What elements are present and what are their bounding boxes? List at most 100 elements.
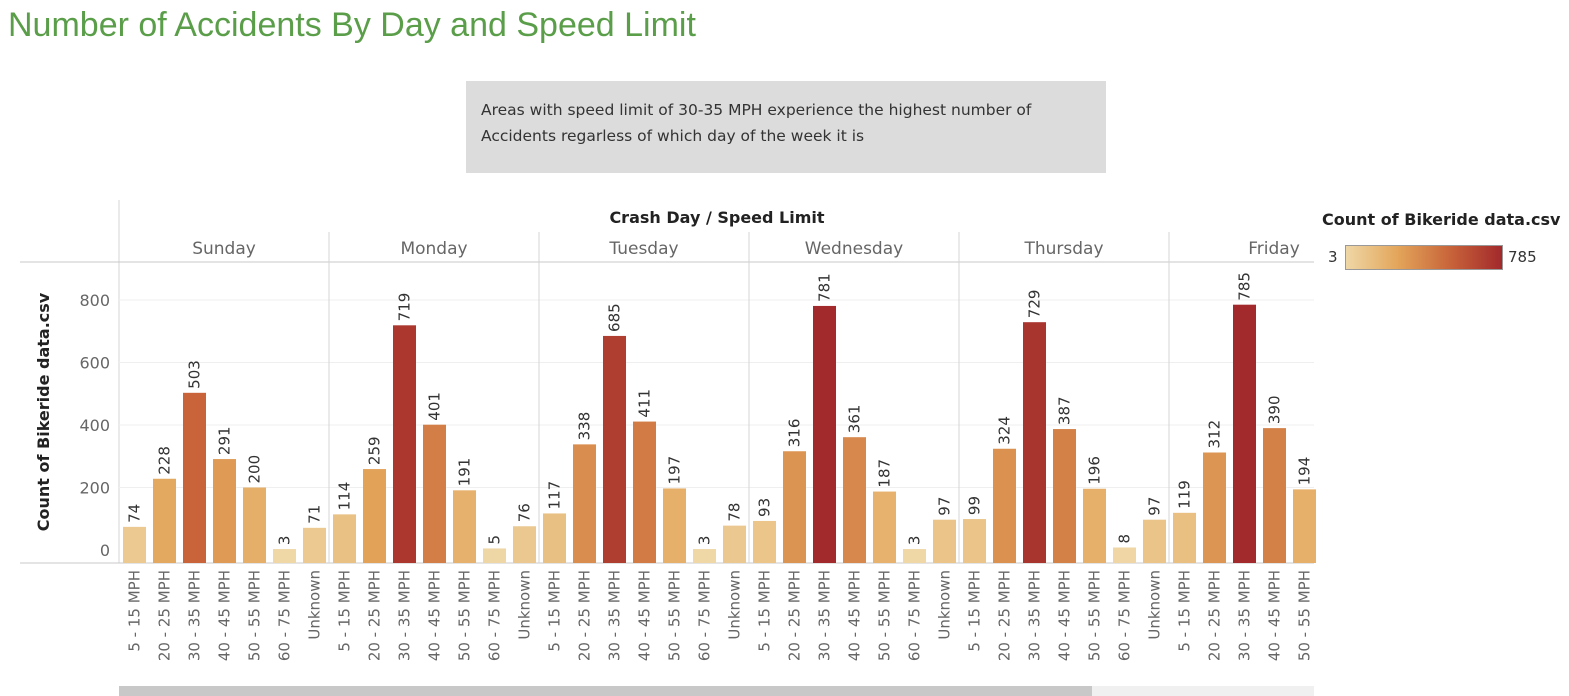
bar — [1233, 304, 1256, 563]
bar — [363, 469, 386, 563]
x-tick-label: 40 - 45 MPH — [1056, 570, 1074, 661]
data-label: 291 — [216, 426, 234, 455]
data-label: 387 — [1056, 396, 1074, 425]
x-tick-label: 20 - 25 MPH — [156, 570, 174, 661]
x-tick-label: 40 - 45 MPH — [216, 570, 234, 661]
data-label: 93 — [756, 498, 774, 517]
bar — [1023, 322, 1046, 563]
legend-color-ramp — [1345, 245, 1503, 270]
y-tick-label: 200 — [79, 479, 110, 498]
bar — [1293, 489, 1316, 563]
x-tick-label: 30 - 35 MPH — [186, 570, 204, 661]
bar — [513, 526, 536, 563]
bar — [753, 520, 776, 563]
data-label: 187 — [876, 459, 894, 488]
data-label: 719 — [396, 293, 414, 322]
bar — [273, 549, 296, 563]
bar — [1173, 512, 1196, 563]
bar — [543, 513, 566, 563]
x-tick-label: 20 - 25 MPH — [1206, 570, 1224, 661]
data-label: 259 — [366, 436, 384, 465]
scrollbar-thumb[interactable] — [119, 686, 1092, 696]
data-label: 71 — [306, 505, 324, 524]
x-tick-label: 5 - 15 MPH — [966, 570, 984, 652]
data-label: 3 — [276, 536, 294, 546]
x-tick-label: 5 - 15 MPH — [756, 570, 774, 652]
bar — [723, 525, 746, 563]
bar — [873, 491, 896, 563]
data-label: 194 — [1296, 457, 1314, 486]
data-label: 78 — [726, 503, 744, 522]
x-tick-label: 20 - 25 MPH — [786, 570, 804, 661]
page-title: Number of Accidents By Day and Speed Lim… — [8, 6, 696, 44]
x-tick-label: 30 - 35 MPH — [816, 570, 834, 661]
legend-max: 785 — [1508, 248, 1537, 266]
x-tick-label: Unknown — [516, 570, 534, 640]
x-tick-label: 50 - 55 MPH — [456, 570, 474, 661]
data-label: 316 — [786, 419, 804, 448]
data-label: 401 — [426, 392, 444, 421]
data-label: 114 — [336, 482, 354, 511]
x-tick-label: 30 - 35 MPH — [606, 570, 624, 661]
data-label: 117 — [546, 481, 564, 510]
y-tick-label: 400 — [79, 416, 110, 435]
horizontal-scrollbar[interactable] — [119, 686, 1314, 696]
bar — [213, 459, 236, 563]
x-tick-label: 60 - 75 MPH — [906, 570, 924, 661]
data-label: 338 — [576, 412, 594, 441]
bar — [153, 478, 176, 563]
bar — [573, 444, 596, 563]
data-label: 74 — [126, 504, 144, 523]
bar — [663, 488, 686, 563]
x-tick-label: 20 - 25 MPH — [576, 570, 594, 661]
data-label: 8 — [1116, 534, 1134, 544]
data-label: 197 — [666, 456, 684, 485]
bar — [903, 549, 926, 563]
y-tick-label: 800 — [79, 291, 110, 310]
bar — [333, 514, 356, 563]
data-label: 729 — [1026, 290, 1044, 319]
data-label: 361 — [846, 405, 864, 434]
data-label: 5 — [486, 535, 504, 545]
x-tick-label: 60 - 75 MPH — [276, 570, 294, 661]
data-label: 324 — [996, 416, 1014, 445]
data-label: 76 — [516, 503, 534, 522]
data-label: 411 — [636, 389, 654, 418]
x-tick-label: Unknown — [1146, 570, 1164, 640]
x-tick-label: 5 - 15 MPH — [336, 570, 354, 652]
x-tick-label: 50 - 55 MPH — [1086, 570, 1104, 661]
bar — [783, 451, 806, 563]
data-label: 196 — [1086, 456, 1104, 485]
x-tick-label: 20 - 25 MPH — [366, 570, 384, 661]
x-tick-label: 50 - 55 MPH — [246, 570, 264, 661]
x-tick-label: 30 - 35 MPH — [396, 570, 414, 661]
data-label: 97 — [936, 497, 954, 516]
bar — [483, 548, 506, 563]
data-label: 97 — [1146, 497, 1164, 516]
bar — [453, 490, 476, 563]
x-tick-label: 30 - 35 MPH — [1026, 570, 1044, 661]
day-label: Thursday — [1023, 239, 1103, 259]
x-tick-label: Unknown — [306, 570, 324, 640]
day-label: Monday — [400, 239, 467, 259]
data-label: 191 — [456, 458, 474, 487]
data-label: 685 — [606, 303, 624, 332]
bar — [393, 325, 416, 563]
x-tick-label: 60 - 75 MPH — [696, 570, 714, 661]
annotation-box: Areas with speed limit of 30-35 MPH expe… — [466, 81, 1106, 173]
x-tick-label: 50 - 55 MPH — [666, 570, 684, 661]
bar — [843, 437, 866, 563]
data-label: 200 — [246, 455, 264, 484]
x-tick-label: 60 - 75 MPH — [1116, 570, 1134, 661]
legend-title: Count of Bikeride data.csv — [1322, 210, 1561, 229]
bar — [1083, 488, 1106, 563]
y-tick-label: 600 — [79, 354, 110, 373]
day-label: Tuesday — [608, 239, 678, 259]
y-axis-label: Count of Bikeride data.csv — [34, 292, 53, 531]
day-label: Wednesday — [805, 239, 903, 259]
bar — [693, 549, 716, 563]
column-header: Crash Day / Speed Limit — [609, 208, 824, 227]
x-tick-label: 20 - 25 MPH — [996, 570, 1014, 661]
data-label: 390 — [1266, 395, 1284, 424]
